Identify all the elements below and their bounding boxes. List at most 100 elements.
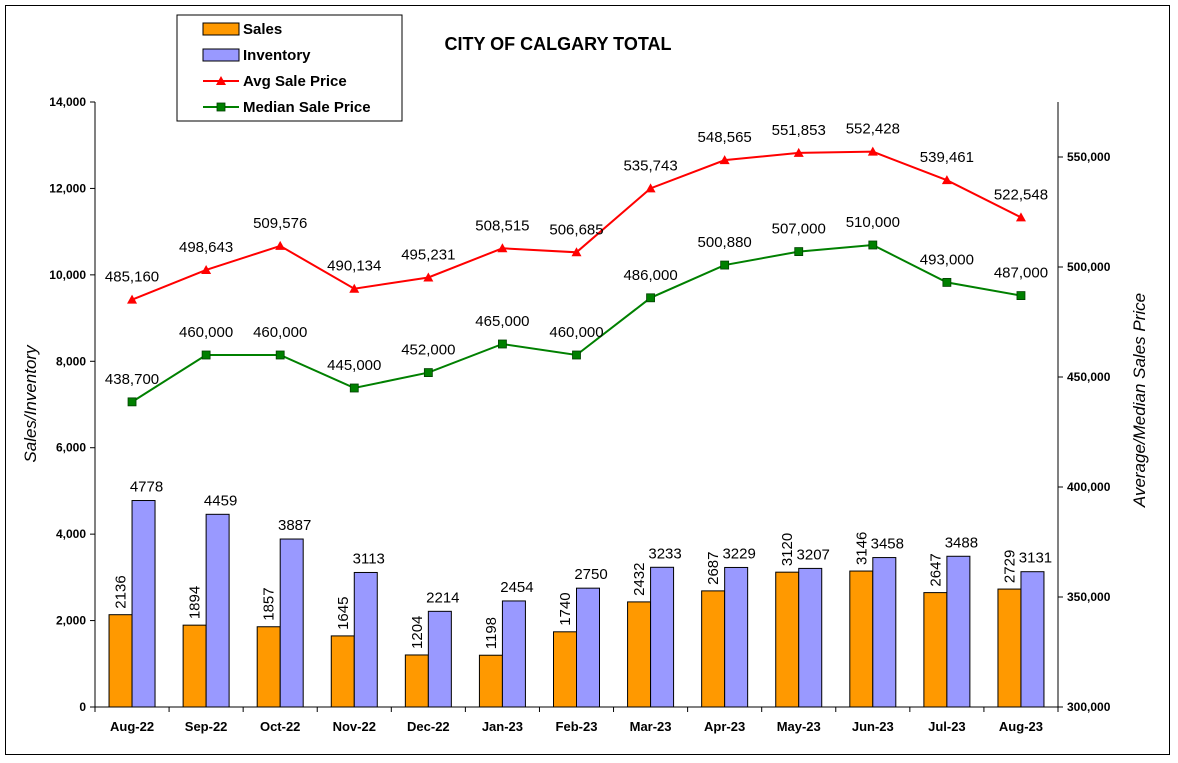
line-data-label: 465,000: [475, 313, 529, 330]
bar-inventory: [353, 571, 378, 708]
bar-data-label: 3233: [648, 545, 681, 562]
bar-inventory: [576, 587, 600, 708]
line-point: [201, 264, 212, 274]
chart-title: CITY OF CALGARY TOTAL: [444, 34, 671, 54]
x-tick-label: Nov-22: [333, 719, 376, 734]
x-tick-label: Aug-22: [110, 719, 154, 734]
y2-tick-label: 300,000: [1067, 700, 1111, 714]
bar-sales: [923, 592, 948, 708]
legend-swatch: [202, 48, 240, 62]
bar-data-label: 2750: [574, 566, 607, 583]
line-point: [349, 383, 359, 393]
bar-inventory: [946, 555, 971, 708]
x-tick-label: Dec-22: [407, 719, 450, 734]
bar-data-label: 3146: [853, 532, 870, 565]
line-point: [349, 283, 360, 293]
bar-inventory: [501, 600, 526, 708]
line-data-label: 551,853: [772, 122, 826, 139]
bar-sales: [182, 624, 207, 708]
line-data-label: 548,565: [698, 129, 752, 146]
legend-label: Sales: [243, 21, 282, 38]
x-tick-label: Aug-23: [999, 719, 1043, 734]
line-point: [941, 175, 952, 185]
line-point: [275, 350, 285, 360]
legend-swatch: [202, 22, 240, 36]
y-tick-label: 14,000: [49, 95, 86, 109]
y-tick-label: 0: [79, 700, 86, 714]
x-tick-label: May-23: [777, 719, 821, 734]
bar-sales: [478, 654, 503, 708]
line-point: [719, 155, 730, 165]
line-point: [127, 397, 137, 407]
bar-data-label: 2432: [631, 563, 648, 596]
bar-data-label: 2136: [113, 575, 130, 608]
x-tick-label: Jan-23: [482, 719, 523, 734]
bar-data-label: 4778: [130, 479, 163, 496]
line-point: [794, 247, 804, 257]
legend-marker: [216, 102, 226, 112]
bar-sales: [330, 635, 355, 708]
line-data-label: 552,428: [846, 121, 900, 138]
x-tick-label: Oct-22: [260, 719, 300, 734]
bar-inventory: [279, 538, 304, 708]
line-point: [571, 247, 582, 257]
bar-data-label: 2647: [927, 553, 944, 586]
bar-sales: [256, 626, 281, 708]
y2-tick-label: 550,000: [1067, 150, 1111, 164]
y-tick-label: 10,000: [49, 268, 86, 282]
bar-data-label: 2214: [426, 589, 459, 606]
bar-data-label: 1198: [483, 617, 500, 649]
y-tick-label: 8,000: [56, 354, 86, 368]
line-data-label: 490,134: [327, 258, 381, 275]
line-data-label: 452,000: [401, 342, 455, 359]
bar-inventory: [798, 567, 823, 708]
line-data-label: 510,000: [846, 214, 900, 231]
line-data-label: 445,000: [327, 357, 381, 374]
bar-sales: [108, 614, 133, 708]
line-point: [498, 339, 507, 349]
y2-axis-label: Average/Median Sales Price: [1130, 293, 1149, 508]
bar-inventory: [205, 513, 230, 708]
line-point: [868, 240, 878, 250]
bar-data-label: 1645: [335, 597, 352, 630]
line-point: [646, 293, 655, 303]
line-point: [127, 294, 138, 304]
line-data-label: 508,515: [475, 217, 529, 234]
y2-tick-label: 450,000: [1067, 370, 1111, 384]
x-tick-label: Apr-23: [704, 719, 745, 734]
line-data-label: 507,000: [772, 221, 826, 238]
line-point: [423, 272, 434, 282]
line-point: [867, 146, 878, 156]
bar-data-label: 1894: [187, 586, 204, 619]
line-data-label: 539,461: [920, 149, 974, 166]
bar-inventory: [872, 557, 897, 708]
line-point: [1015, 212, 1026, 222]
bar-sales: [997, 588, 1022, 708]
line-data-label: 500,880: [698, 234, 752, 251]
y-tick-label: 2,000: [56, 614, 86, 628]
line-point: [572, 350, 581, 360]
legend-marker: [216, 76, 226, 85]
bar-data-label: 3120: [779, 533, 796, 566]
line-point: [720, 260, 730, 270]
legend: Sales Inventory Avg Sale Price Median Sale …: [176, 14, 403, 122]
line-data-label: 460,000: [253, 324, 307, 341]
line-data-label: 506,685: [549, 221, 603, 238]
x-tick-label: Jul-23: [928, 719, 966, 734]
line-data-label: 460,000: [179, 324, 233, 341]
bar-data-label: 3229: [722, 545, 755, 562]
line-data-label: 487,000: [994, 265, 1048, 282]
x-tick-label: Feb-23: [556, 719, 598, 734]
bar-data-label: 3887: [278, 517, 311, 534]
bar-data-label: 1740: [557, 592, 574, 625]
bar-inventory: [131, 500, 156, 708]
bar-data-label: 2729: [1001, 550, 1018, 583]
line-data-label: 460,000: [549, 324, 603, 341]
bar-sales: [553, 631, 577, 708]
line-data-label: 485,160: [105, 269, 159, 286]
y-tick-label: 6,000: [56, 441, 86, 455]
bar-data-label: 3488: [945, 534, 978, 551]
line-point: [201, 350, 211, 360]
y-axis-label: Sales/Inventory: [21, 344, 40, 463]
